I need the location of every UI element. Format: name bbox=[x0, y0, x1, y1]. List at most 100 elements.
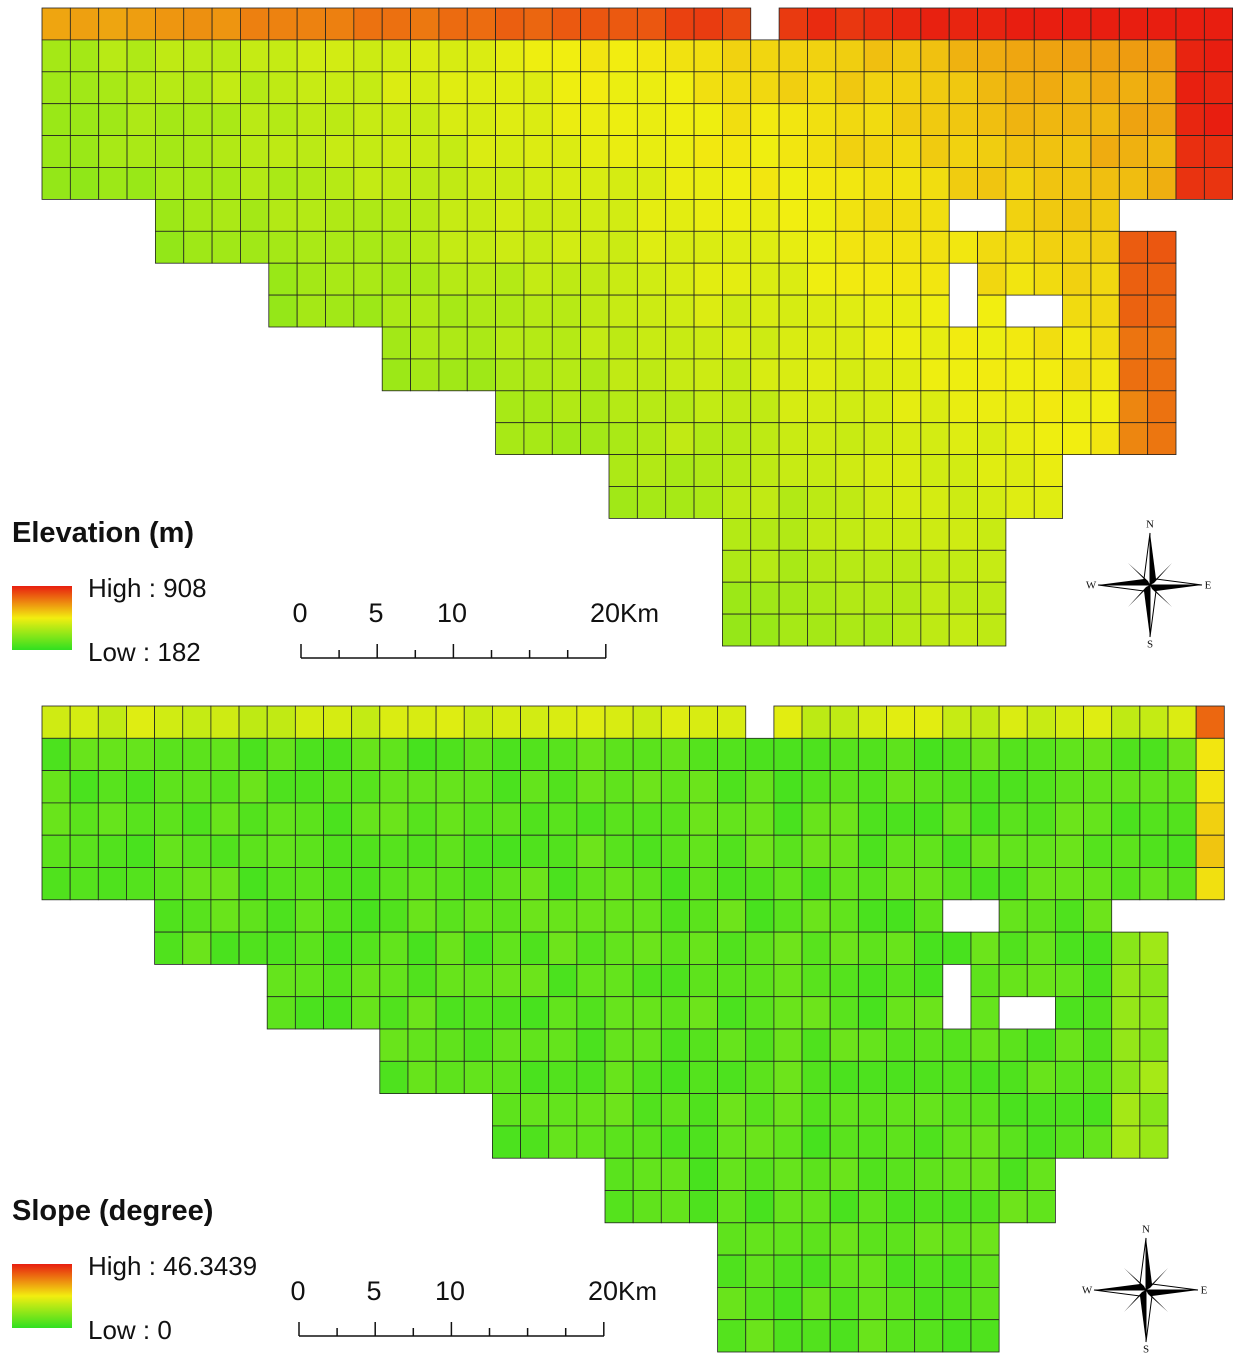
grid-cell bbox=[435, 705, 465, 739]
grid-cell bbox=[857, 1028, 887, 1062]
grid-cell bbox=[580, 7, 610, 41]
grid-cell bbox=[1005, 71, 1035, 105]
grid-cell bbox=[970, 1157, 1000, 1191]
grid-cell bbox=[97, 834, 127, 868]
grid-cell bbox=[1090, 294, 1120, 328]
grid-cell bbox=[69, 71, 100, 105]
grid-cell bbox=[268, 262, 298, 296]
scale-label: 10 bbox=[437, 598, 467, 628]
grid-cell bbox=[807, 103, 837, 136]
grid-cell bbox=[636, 198, 667, 232]
grid-cell bbox=[750, 486, 780, 519]
grid-cell bbox=[750, 103, 780, 136]
grid-cell bbox=[238, 705, 268, 739]
grid-cell bbox=[1147, 7, 1177, 41]
grid-cell bbox=[892, 103, 922, 136]
grid-cell bbox=[886, 964, 916, 998]
grid-cell bbox=[466, 262, 497, 296]
grid-cell bbox=[1033, 230, 1064, 264]
grid-cell bbox=[210, 931, 240, 965]
grid-cell bbox=[801, 1157, 831, 1191]
grid-cell bbox=[466, 167, 497, 200]
grid-cell bbox=[210, 770, 240, 804]
grid-cell bbox=[1055, 737, 1084, 771]
grid-cell bbox=[829, 996, 859, 1030]
legend-ramp bbox=[12, 1264, 72, 1328]
grid-cell bbox=[829, 1125, 859, 1159]
grid-cell bbox=[523, 230, 553, 264]
grid-cell bbox=[829, 1222, 859, 1256]
grid-cell bbox=[693, 262, 723, 296]
grid-cell bbox=[886, 770, 916, 804]
grid-cell bbox=[942, 737, 972, 771]
grid-cell bbox=[154, 931, 184, 965]
grid-cell bbox=[892, 326, 922, 360]
grid-cell bbox=[576, 770, 606, 804]
grid-cell bbox=[977, 390, 1007, 424]
grid-cell bbox=[636, 135, 667, 168]
grid-cell bbox=[745, 1125, 775, 1159]
grid-cell bbox=[1026, 899, 1056, 933]
grid-cell bbox=[154, 737, 184, 771]
grid-cell bbox=[296, 71, 326, 105]
grid-cell bbox=[801, 1060, 831, 1095]
grid-cell bbox=[211, 135, 241, 168]
grid-cell bbox=[835, 39, 865, 73]
grid-cell bbox=[523, 39, 553, 73]
grid-cell bbox=[1033, 390, 1064, 424]
grid-cell bbox=[266, 964, 296, 998]
grid-cell bbox=[1139, 1060, 1169, 1095]
grid-cell bbox=[1090, 39, 1120, 73]
grid-cell bbox=[266, 931, 296, 965]
grid-cell bbox=[325, 230, 355, 264]
grid-cell bbox=[183, 167, 213, 200]
grid-cell bbox=[1062, 230, 1092, 264]
grid-cell bbox=[323, 899, 353, 933]
grid-cell bbox=[551, 7, 582, 41]
grid-cell bbox=[717, 931, 747, 965]
grid-cell bbox=[977, 613, 1007, 647]
grid-cell bbox=[1111, 964, 1141, 998]
grid-cell bbox=[835, 294, 865, 328]
grid-cell bbox=[1083, 867, 1113, 901]
grid-cell bbox=[1147, 167, 1177, 200]
compass-w: W bbox=[1082, 1285, 1093, 1297]
grid-cell bbox=[240, 7, 270, 41]
grid-cell bbox=[1055, 802, 1084, 836]
grid-cell bbox=[722, 390, 752, 424]
grid-cell bbox=[829, 705, 859, 739]
grid-cell bbox=[1195, 770, 1225, 804]
grid-cell bbox=[1033, 422, 1064, 456]
grid-cell bbox=[745, 931, 775, 965]
grid-cell bbox=[576, 867, 606, 901]
grid-cell bbox=[211, 167, 241, 200]
grid-cell bbox=[69, 167, 100, 200]
grid-cell bbox=[1090, 135, 1120, 168]
grid-cell bbox=[829, 867, 859, 901]
grid-cell bbox=[1033, 71, 1064, 105]
grid-cell bbox=[970, 1287, 1000, 1321]
grid-cell bbox=[435, 1060, 465, 1095]
grid-cell bbox=[548, 705, 578, 739]
compass-n: N bbox=[1146, 519, 1154, 531]
grid-cell bbox=[863, 198, 893, 232]
grid-cell bbox=[689, 1125, 719, 1159]
grid-cell bbox=[773, 1125, 803, 1159]
grid-cell bbox=[238, 802, 268, 836]
grid-cell bbox=[1111, 834, 1141, 868]
grid-cell bbox=[466, 358, 497, 392]
compass-w: W bbox=[1086, 580, 1097, 592]
grid-cell bbox=[745, 1028, 775, 1062]
grid-cell bbox=[97, 737, 127, 771]
grid-cell bbox=[240, 103, 270, 136]
grid-cell bbox=[717, 964, 747, 998]
grid-cell bbox=[1118, 358, 1149, 392]
grid-cell bbox=[892, 198, 922, 232]
grid-cell bbox=[98, 39, 128, 73]
grid-cell bbox=[660, 899, 690, 933]
grid-cell bbox=[689, 1060, 719, 1095]
grid-cell bbox=[970, 834, 1000, 868]
grid-cell bbox=[892, 518, 922, 551]
grid-cell bbox=[773, 1287, 803, 1321]
grid-cell bbox=[914, 899, 944, 933]
